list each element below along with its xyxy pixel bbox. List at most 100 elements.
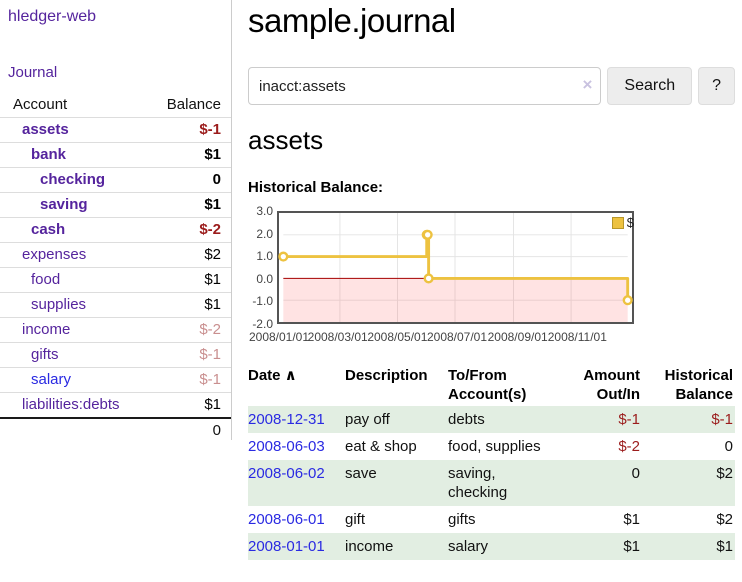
account-name-cell: assets (0, 117, 151, 143)
account-link[interactable]: saving (40, 196, 88, 213)
transaction-date-link[interactable]: 2008-01-01 (248, 538, 325, 555)
column-header-date[interactable]: Date ∧ (248, 367, 297, 384)
account-link[interactable]: food (31, 271, 61, 288)
legend-label: $ (626, 215, 634, 230)
account-balance: $-1 (150, 117, 231, 143)
account-link[interactable]: salary (31, 371, 72, 388)
transaction-date-link[interactable]: 2008-12-31 (248, 411, 325, 428)
chart-title: Historical Balance: (248, 179, 384, 196)
x-axis-tick-label: 2008/07/01 (426, 330, 488, 344)
account-name-cell: checking (0, 167, 151, 193)
account-link[interactable]: assets (22, 121, 69, 138)
transaction-description: save (345, 465, 377, 482)
account-link[interactable]: expenses (22, 246, 87, 263)
transactions-table: Date ∧ Description To/From Account(s) Amoun… (248, 364, 735, 560)
account-balance: $1 (150, 292, 231, 318)
account-row: income $-2 (0, 317, 231, 343)
y-axis-tick-label: 3.0 (256, 204, 273, 218)
transaction-date-link[interactable]: 2008-06-03 (248, 438, 325, 455)
main-content: sample.journal × Search ? assets Histori… (232, 0, 742, 560)
search-button[interactable]: Search (607, 67, 693, 105)
transaction-balance: $2 (716, 465, 733, 482)
transaction-balance: $2 (716, 511, 733, 528)
x-axis-tick-label: 2008/01/01 (248, 330, 310, 344)
transaction-row[interactable]: 2008-06-01 gift gifts $1 $2 (248, 506, 735, 533)
transaction-date-cell: 2008-06-03 (248, 433, 345, 460)
account-balance: $1 (150, 192, 231, 218)
clear-search-icon[interactable]: × (582, 75, 593, 94)
transaction-amount: $1 (623, 538, 640, 555)
account-name-cell: food (0, 267, 151, 293)
chart-canvas (277, 211, 634, 324)
transaction-balance: 0 (724, 438, 733, 455)
account-link[interactable]: cash (31, 221, 66, 238)
account-balance: 0 (150, 167, 231, 193)
app-title-link[interactable]: hledger-web (8, 8, 97, 25)
transaction-accounts: gifts (448, 511, 476, 528)
account-row: checking 0 (0, 167, 231, 193)
search-input[interactable] (248, 67, 602, 105)
account-row: supplies $1 (0, 292, 231, 318)
account-row: gifts $-1 (0, 342, 231, 368)
transaction-row[interactable]: 2008-12-31 pay off debts $-1 $-1 (248, 406, 735, 433)
account-balance: $1 (150, 392, 231, 418)
column-header-to-from-account-s-[interactable]: To/From Account(s) (448, 367, 527, 403)
transaction-description: pay off (345, 411, 390, 428)
historical-balance-chart: $3.0 2.0 1.0 0.0 -1.0 -2.0 2008/01/01 2008/03/0… (248, 204, 735, 348)
account-link[interactable]: bank (31, 146, 67, 163)
y-axis-tick-label: -2.0 (252, 317, 273, 331)
transaction-balance: $1 (716, 538, 733, 555)
transaction-date-cell: 2008-01-01 (248, 533, 345, 560)
chart-legend: $ (611, 215, 634, 230)
account-link[interactable]: gifts (31, 346, 59, 363)
x-axis-tick-label: 2008/03/01 (307, 330, 368, 344)
account-row: food $1 (0, 267, 231, 293)
transaction-accounts: food, supplies (448, 438, 541, 455)
accounts-table: Account Balance assets $-1 bank $1 checking 0… (0, 93, 231, 443)
transaction-date-link[interactable]: 2008-06-01 (248, 511, 325, 528)
account-balance: $1 (150, 142, 231, 168)
transaction-description: income (345, 538, 394, 555)
transaction-amount: $-1 (618, 411, 640, 428)
account-link[interactable]: liabilities:debts (22, 396, 120, 413)
transaction-row[interactable]: 2008-06-02 save saving, checking 0 $2 (248, 460, 735, 506)
transaction-accounts: saving, checking (448, 465, 508, 501)
sidebar: hledger-web Journal Account Balance asse… (0, 0, 232, 443)
accounts-header-row: Account Balance (0, 93, 231, 118)
account-link[interactable]: income (22, 321, 71, 338)
account-link[interactable]: supplies (31, 296, 87, 313)
transaction-amount: $1 (623, 511, 640, 528)
column-header-historical-balance[interactable]: Historical Balance (664, 367, 733, 403)
account-name-cell: cash (0, 217, 151, 243)
account-balance: $-2 (150, 317, 231, 343)
account-row: salary $-1 (0, 367, 231, 393)
search-bar: × Search ? (248, 67, 735, 105)
journal-link[interactable]: Journal (8, 64, 58, 81)
transaction-date-link[interactable]: 2008-06-02 (248, 465, 325, 482)
transaction-date-cell: 2008-06-02 (248, 460, 345, 506)
transaction-row[interactable]: 2008-01-01 income salary $1 $1 (248, 533, 735, 560)
account-link[interactable]: checking (40, 171, 106, 188)
transaction-accounts: salary (448, 538, 489, 555)
column-header-amount-out-in[interactable]: Amount Out/In (583, 367, 640, 403)
transaction-description: eat & shop (345, 438, 417, 455)
account-row: cash $-2 (0, 217, 231, 243)
account-name-cell: gifts (0, 342, 151, 368)
column-header-description[interactable]: Description (345, 367, 428, 384)
search-box: × (248, 67, 602, 105)
account-name-cell: income (0, 317, 151, 343)
transaction-date-cell: 2008-12-31 (248, 406, 345, 433)
account-balance: $-1 (150, 367, 231, 393)
sort-ascending-icon: ∧ (280, 367, 297, 384)
x-axis-tick-label: 2008/05/01 (367, 330, 428, 344)
transaction-row[interactable]: 2008-06-03 eat & shop food, supplies $-2 0 (248, 433, 735, 460)
x-axis-tick-label: 2008/11/01 (547, 330, 607, 344)
account-balance: $1 (150, 267, 231, 293)
transaction-description: gift (345, 511, 366, 528)
app-window: hledger-web Journal Account Balance asse… (0, 0, 742, 560)
accounts-total-value: 0 (150, 417, 231, 443)
account-row: bank $1 (0, 142, 231, 168)
account-row: liabilities:debts $1 (0, 392, 231, 418)
transaction-date-cell: 2008-06-01 (248, 506, 345, 533)
help-button[interactable]: ? (698, 67, 735, 105)
